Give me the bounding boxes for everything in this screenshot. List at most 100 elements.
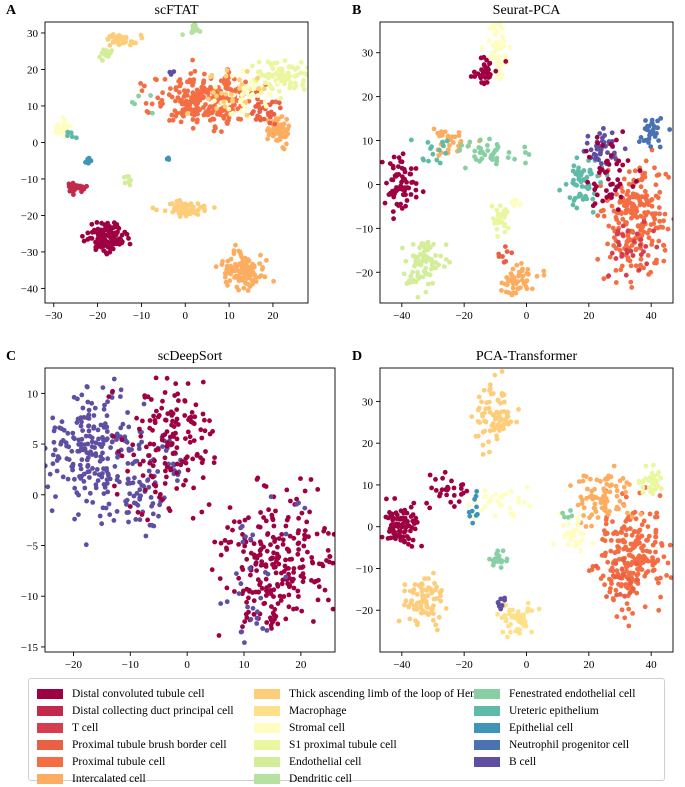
scatter-point xyxy=(207,418,212,424)
scatter-point xyxy=(267,92,273,97)
scatter-point xyxy=(503,59,509,64)
scatter-point xyxy=(119,453,125,459)
scatter-point xyxy=(251,552,257,558)
scatter-point xyxy=(203,449,208,454)
scatter-point xyxy=(258,562,264,568)
scatter-point xyxy=(191,438,197,443)
scatter-point xyxy=(599,553,605,558)
scatter-point xyxy=(430,151,436,157)
scatter-point xyxy=(631,238,637,244)
scatter-point xyxy=(632,211,638,217)
scatter-point xyxy=(413,187,419,193)
scatter-point xyxy=(634,572,640,578)
scatter-point xyxy=(224,68,230,73)
scatter-point xyxy=(638,237,644,243)
scatter-point xyxy=(645,253,651,258)
scatter-points xyxy=(380,369,673,640)
scatter-point xyxy=(431,596,437,602)
scatter-point xyxy=(291,535,297,541)
scatter-point xyxy=(127,241,133,247)
scatter-point xyxy=(146,468,152,474)
scatter-point xyxy=(69,448,75,454)
scatter-point xyxy=(125,468,130,474)
scatter-point xyxy=(199,435,205,441)
scatter-point xyxy=(279,581,285,587)
scatter-point xyxy=(197,107,203,113)
scatter-point xyxy=(141,401,147,407)
scatter-point xyxy=(147,441,153,447)
scatter-point xyxy=(429,485,434,491)
scatter-point xyxy=(631,193,637,199)
scatter-point xyxy=(283,557,288,563)
scatter-point xyxy=(82,446,88,452)
scatter-point xyxy=(522,144,528,150)
scatter-point xyxy=(83,433,89,439)
scatter-point xyxy=(107,249,113,255)
scatter-point xyxy=(590,540,595,546)
scatter-point xyxy=(174,436,180,442)
scatter-point xyxy=(655,483,661,489)
scatter-point xyxy=(114,509,120,514)
scatter-point xyxy=(266,132,272,138)
scatter-point xyxy=(291,606,296,612)
scatter-point xyxy=(410,512,416,517)
scatter-point xyxy=(45,445,48,451)
scatter-point xyxy=(309,559,315,565)
scatter-point xyxy=(399,159,405,165)
scatter-point xyxy=(45,463,48,469)
scatter-point xyxy=(635,566,640,572)
scatter-point xyxy=(146,484,152,490)
legend-swatch xyxy=(37,688,63,699)
scatter-point xyxy=(283,523,289,529)
scatter-point xyxy=(208,74,213,80)
scatter-point xyxy=(153,489,158,495)
scatter-point xyxy=(166,506,172,511)
scatter-point xyxy=(456,133,462,139)
scatter-point xyxy=(638,228,643,233)
scatter-point xyxy=(250,590,255,595)
scatter-point xyxy=(510,266,516,272)
scatter-point xyxy=(621,176,627,182)
scatter-point xyxy=(605,158,610,164)
scatter-point xyxy=(212,455,218,460)
scatter-point xyxy=(148,495,154,500)
scatter-point xyxy=(226,540,232,545)
scatter-point xyxy=(634,561,639,567)
scatter-point xyxy=(469,414,475,419)
scatter-point xyxy=(307,509,312,515)
scatter-point xyxy=(142,393,148,398)
scatter-point xyxy=(438,491,443,497)
scatter-point xyxy=(390,526,396,532)
scatter-point xyxy=(427,472,433,478)
scatter-point xyxy=(228,111,234,117)
scatter-point xyxy=(614,531,620,537)
scatter-point xyxy=(287,83,293,89)
scatter-point xyxy=(474,504,479,510)
scatter-point xyxy=(176,398,181,404)
scatter-point xyxy=(219,129,224,135)
y-tick-label: −5 xyxy=(26,541,38,553)
scatter-point xyxy=(93,440,99,446)
scatter-point xyxy=(253,279,259,284)
scatter-point xyxy=(664,573,669,578)
scatter-point xyxy=(326,597,331,603)
scatter-point xyxy=(571,198,577,203)
scatter-point xyxy=(218,601,224,606)
scatter-point xyxy=(636,554,641,560)
scatter-point xyxy=(517,202,523,208)
scatter-point xyxy=(589,523,594,529)
scatter-point xyxy=(638,511,644,517)
scatter-point xyxy=(619,607,625,613)
scatter-point xyxy=(233,242,238,248)
scatter-point xyxy=(178,462,184,468)
scatter-point xyxy=(628,541,634,547)
scatter-point xyxy=(252,86,257,91)
scatter-point xyxy=(311,76,316,81)
scatter-point xyxy=(496,22,502,26)
y-tick-label: 0 xyxy=(368,179,374,191)
scatter-point xyxy=(230,98,236,104)
scatter-point xyxy=(495,498,501,504)
scatter-point xyxy=(500,71,505,77)
scatter-point xyxy=(126,424,132,430)
scatter-point xyxy=(609,203,615,209)
